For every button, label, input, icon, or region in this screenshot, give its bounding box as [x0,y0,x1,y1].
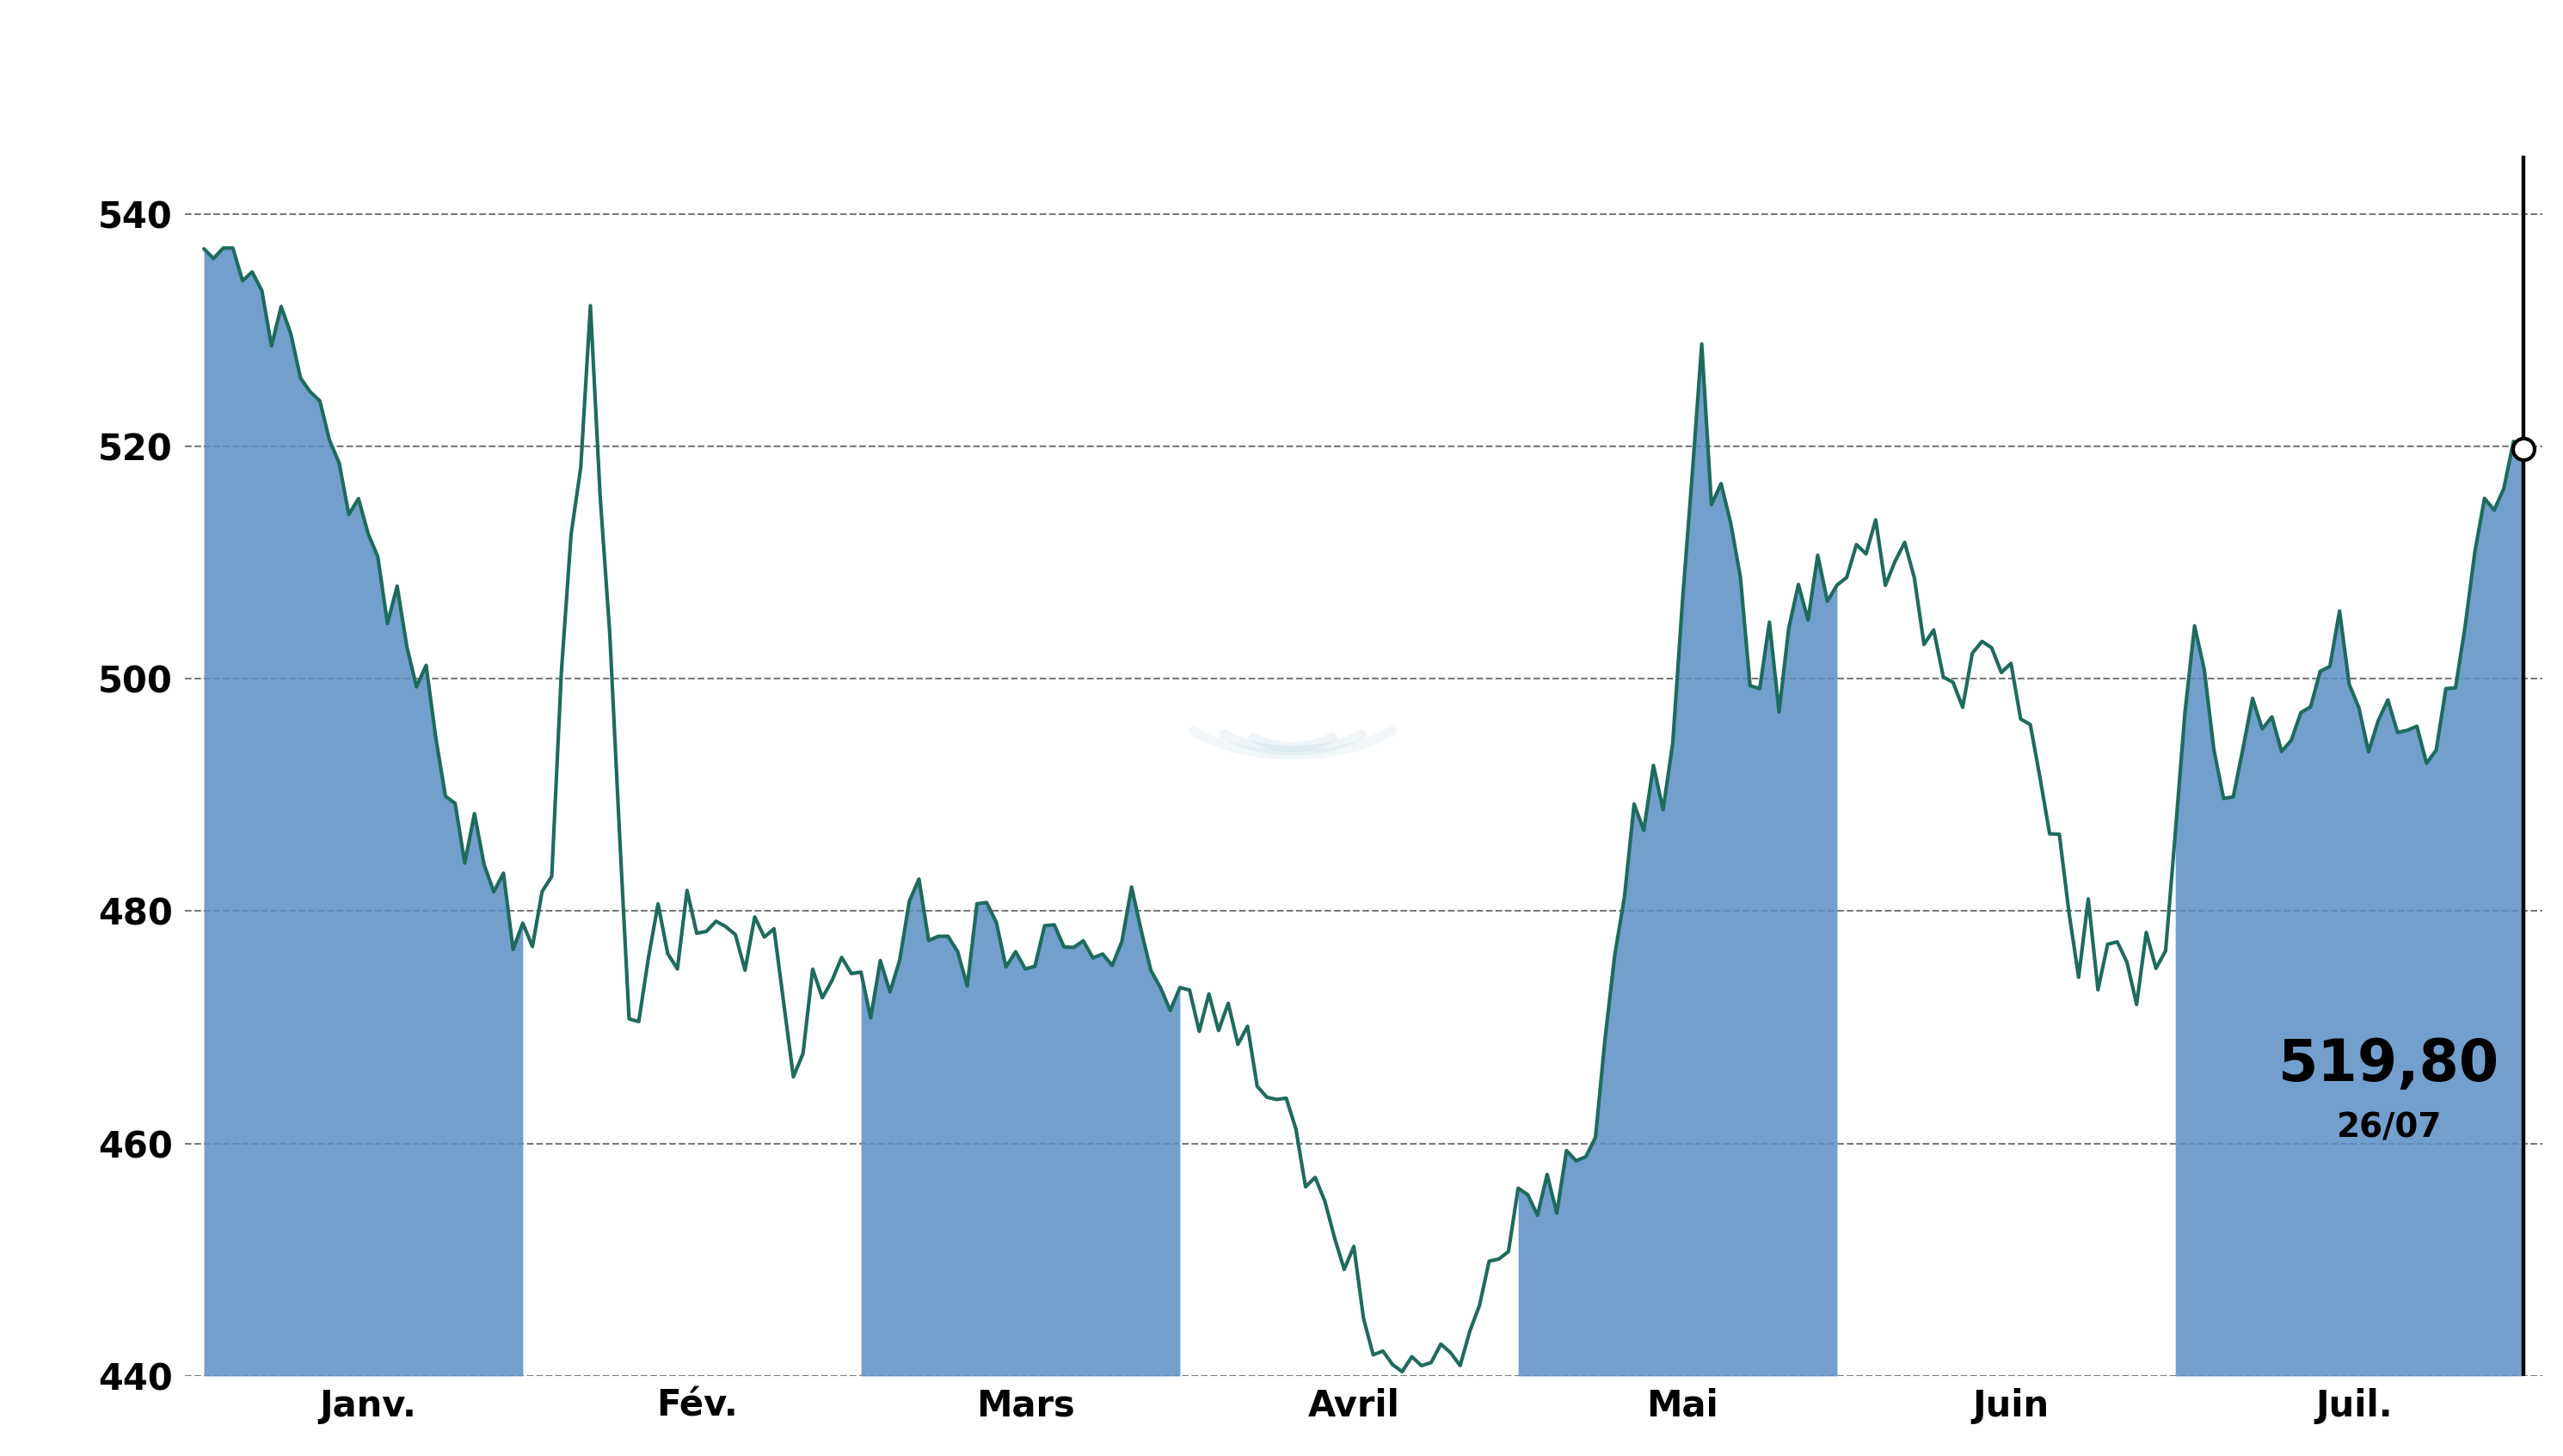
Text: 519,80: 519,80 [2279,1037,2499,1093]
Text: Barratt Developments PLC: Barratt Developments PLC [728,23,1835,96]
Text: 26/07: 26/07 [2337,1111,2443,1144]
